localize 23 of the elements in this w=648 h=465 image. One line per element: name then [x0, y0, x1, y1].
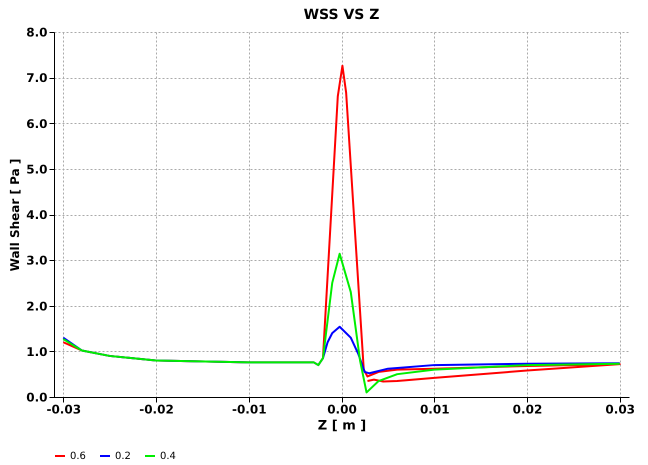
chart-title: WSS VS Z — [304, 7, 380, 23]
y-tick-label: 0.0 — [26, 390, 48, 404]
y-tick-label: 7.0 — [26, 71, 48, 86]
y-tick-label: 1.0 — [26, 344, 48, 359]
y-tick-label: 2.0 — [26, 299, 48, 314]
line-series — [62, 252, 621, 394]
x-tick-label: 0.00 — [327, 402, 357, 416]
x-tick-label: -0.02 — [139, 402, 174, 416]
x-tick-label: -0.01 — [232, 402, 267, 416]
x-tick-label: -0.03 — [46, 402, 82, 416]
x-axis-title: Z [ m ] — [318, 418, 366, 434]
x-tick-label: 0.01 — [420, 402, 450, 416]
y-tick-label: 4.0 — [26, 208, 48, 222]
y-tick-label: 8.0 — [26, 26, 48, 40]
legend-label: 0.6 — [70, 451, 86, 462]
y-tick-label: 5.0 — [26, 162, 48, 176]
legend-label: 0.2 — [115, 451, 131, 462]
legend-label: 0.4 — [160, 451, 176, 462]
x-tick-label: 0.03 — [605, 402, 636, 416]
y-tick-label: 3.0 — [26, 254, 48, 268]
x-tick-label: 0.02 — [512, 402, 542, 416]
y-axis-title: Wall Shear [ Pa ] — [8, 158, 22, 272]
y-tick-label: 6.0 — [26, 116, 48, 131]
